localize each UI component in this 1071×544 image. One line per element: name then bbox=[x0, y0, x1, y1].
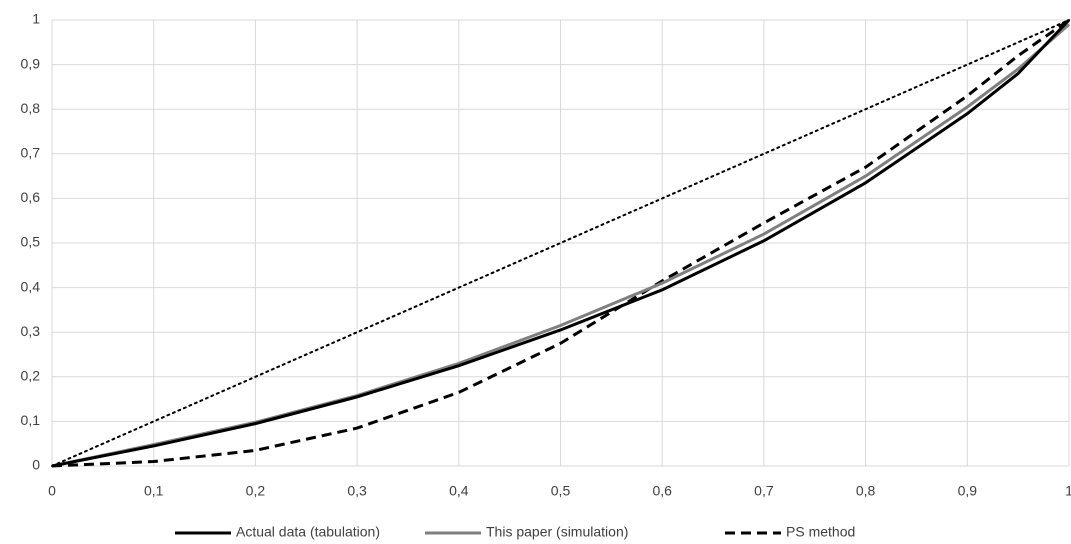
y-tick-label: 0,9 bbox=[21, 55, 41, 71]
x-tick-label: 0,6 bbox=[652, 483, 672, 499]
y-tick-label: 0,5 bbox=[21, 234, 41, 250]
y-tick-label: 0,6 bbox=[21, 189, 41, 205]
x-tick-label: 0,1 bbox=[144, 483, 164, 499]
y-tick-label: 0,7 bbox=[21, 145, 41, 161]
x-tick-label: 0,9 bbox=[958, 483, 978, 499]
series-line bbox=[51, 18, 1071, 468]
x-tick-label: 0,5 bbox=[551, 483, 571, 499]
y-tick-label: 0,3 bbox=[21, 323, 41, 339]
x-tick-label: 0,4 bbox=[449, 483, 469, 499]
series-line bbox=[51, 19, 1070, 467]
y-tick-label: 1 bbox=[32, 11, 40, 27]
y-tick-label: 0,2 bbox=[21, 368, 41, 384]
x-tick-label: 0 bbox=[48, 483, 56, 499]
y-tick-label: 0 bbox=[32, 457, 40, 473]
x-tick-label: 0,7 bbox=[754, 483, 774, 499]
y-tick-label: 0,1 bbox=[21, 412, 41, 428]
x-tick-label: 0,2 bbox=[246, 483, 266, 499]
y-tick-label: 0,8 bbox=[21, 100, 41, 116]
series-line bbox=[51, 18, 1070, 468]
legend-label: PS method bbox=[786, 524, 855, 540]
y-tick-label: 0,4 bbox=[21, 278, 41, 294]
legend-label: Actual data (tabulation) bbox=[236, 524, 380, 540]
legend-label: This paper (simulation) bbox=[486, 524, 628, 540]
x-tick-label: 1 bbox=[1065, 483, 1071, 499]
x-tick-label: 0,8 bbox=[856, 483, 876, 499]
x-tick-label: 0,3 bbox=[347, 483, 367, 499]
